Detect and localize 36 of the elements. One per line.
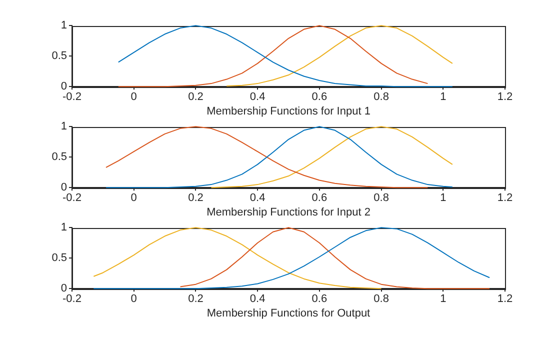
x-tick-label: 0 <box>130 192 137 204</box>
y-tick-label: 0.5 <box>52 50 67 62</box>
x-axis-title: Membership Functions for Input 1 <box>206 105 370 118</box>
x-tick-label: 0.2 <box>188 91 204 104</box>
x-tick-label: -0.2 <box>62 293 82 306</box>
x-tick-label: -0.2 <box>62 192 82 204</box>
x-tick-label: 0.8 <box>374 91 389 104</box>
x-axis-title: Membership Functions for Output <box>206 307 370 320</box>
x-tick-label: 1.2 <box>497 91 513 104</box>
x-tick-label: 1 <box>440 192 446 204</box>
x-tick-label: 0.2 <box>188 192 204 204</box>
x-tick-label: 0.6 <box>312 293 328 306</box>
y-tick-label: 0.5 <box>52 151 67 164</box>
y-tick-label: 1 <box>60 20 67 32</box>
x-tick-label: -0.2 <box>62 91 82 104</box>
x-tick-label: 0.8 <box>374 192 389 204</box>
x-tick-label: 1.2 <box>497 192 513 204</box>
y-tick-label: 0 <box>60 182 67 194</box>
x-tick-label: 0.6 <box>312 192 328 204</box>
y-tick-label: 1 <box>60 222 67 234</box>
y-tick-label: 1 <box>60 120 67 133</box>
x-tick-label: 0 <box>130 293 137 306</box>
x-tick-label: 0.6 <box>312 91 328 104</box>
x-tick-label: 0.4 <box>250 91 266 104</box>
y-tick-label: 0.5 <box>52 252 67 264</box>
y-tick-label: 0 <box>60 282 67 295</box>
x-tick-label: 0.4 <box>250 192 266 204</box>
x-tick-label: 0.8 <box>374 293 389 306</box>
x-tick-label: 0 <box>130 91 137 104</box>
y-tick-label: 0 <box>60 80 67 93</box>
x-tick-label: 0.2 <box>188 293 204 306</box>
x-tick-label: 1 <box>440 293 446 306</box>
x-axis-title: Membership Functions for Input 2 <box>206 206 370 218</box>
x-tick-label: 1.2 <box>497 293 513 306</box>
x-tick-label: 0.4 <box>250 293 266 306</box>
x-tick-label: 1 <box>440 91 446 104</box>
